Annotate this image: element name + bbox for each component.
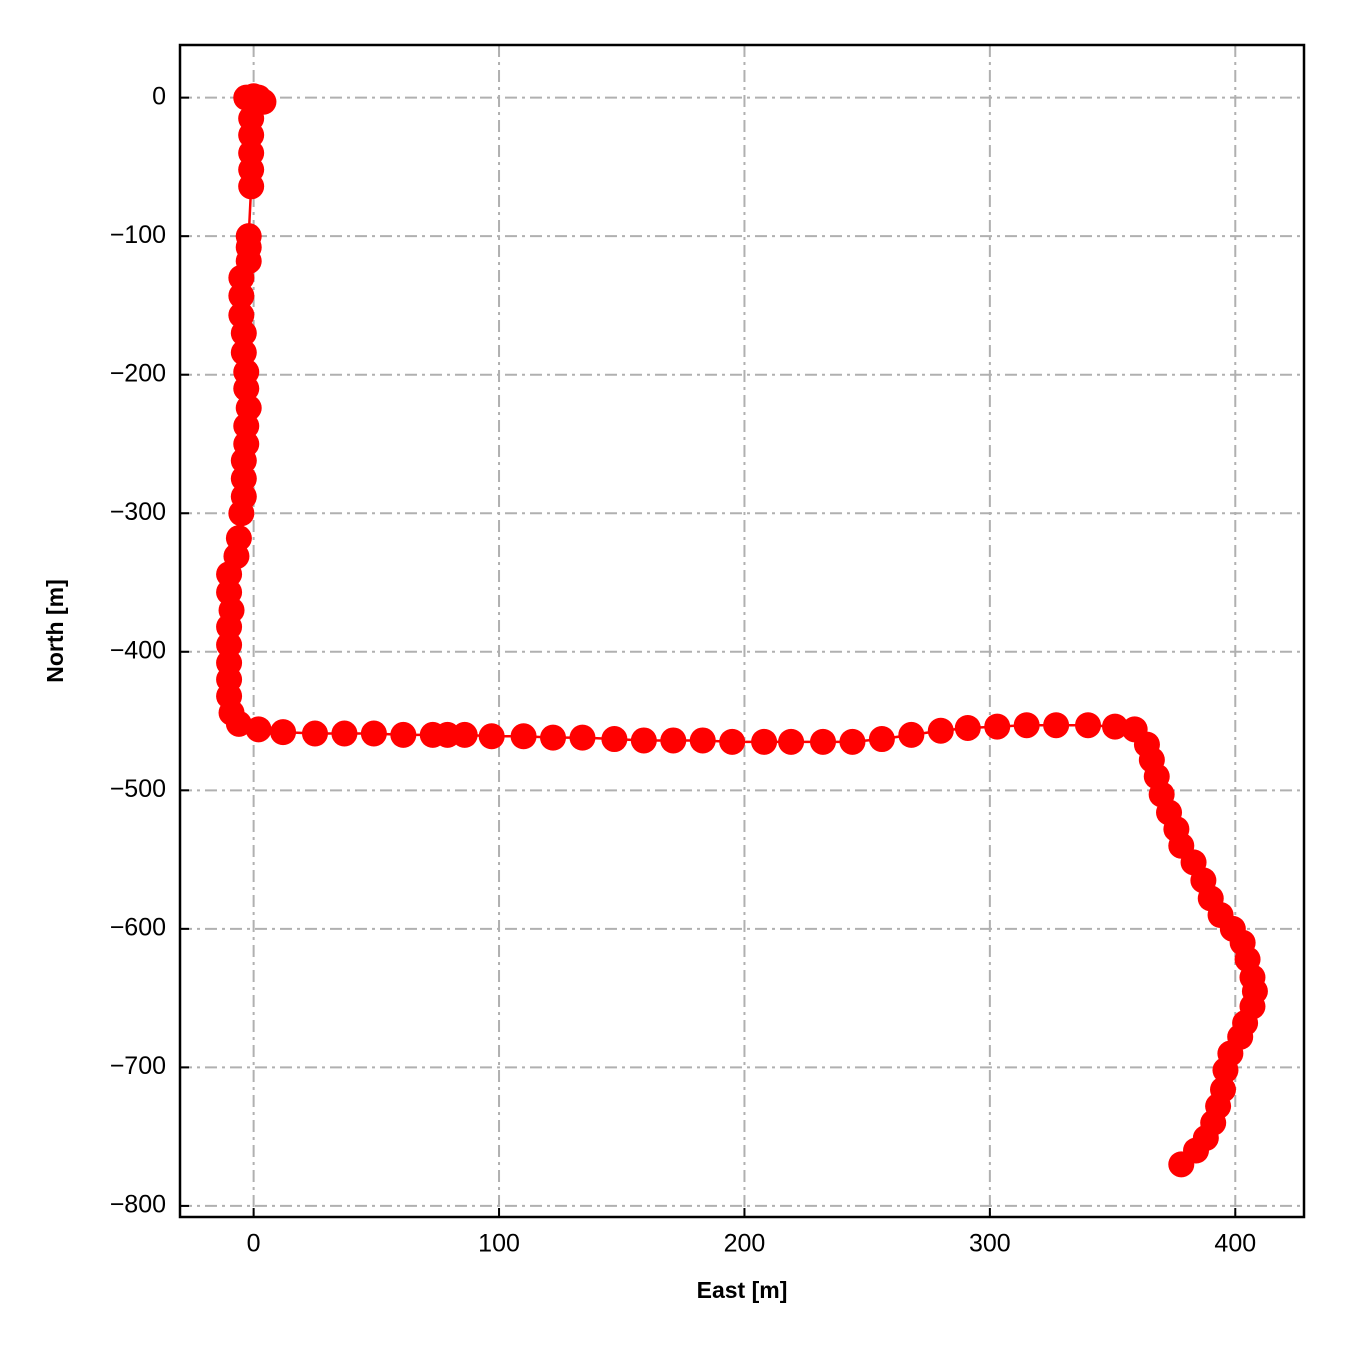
marker [301,720,328,747]
marker [660,727,687,754]
x-tick-label: 400 [1214,1230,1256,1258]
marker [809,728,836,755]
marker [216,613,243,640]
marker [233,412,260,439]
y-tick-label: −300 [110,498,166,526]
marker [839,728,866,755]
y-tick-label: −600 [110,913,166,941]
marker [225,710,252,737]
marker [601,726,628,753]
marker [689,727,716,754]
marker [245,716,272,743]
y-tick-label: −500 [110,775,166,803]
marker [233,375,260,402]
marker [238,173,265,200]
x-tick-label: 200 [724,1230,766,1258]
marker [230,339,257,366]
y-tick-label: −700 [110,1052,166,1080]
marker [898,721,925,748]
marker [390,721,417,748]
marker [230,320,257,347]
marker [927,717,954,744]
marker [1075,712,1102,739]
marker [216,631,243,658]
y-tick-label: −800 [110,1191,166,1219]
marker [1013,712,1040,739]
marker [1168,1151,1195,1178]
marker [230,447,257,474]
marker [751,728,778,755]
marker [228,282,255,309]
x-axis-label: East [m] [697,1277,788,1303]
marker [238,122,265,149]
plot-frame [178,43,1306,1219]
x-tick-label: 300 [969,1230,1011,1258]
marker [569,724,596,751]
marker [331,720,358,747]
y-tick-label: −100 [110,221,166,249]
marker [478,723,505,750]
marker [630,727,657,754]
line [227,94,1257,1166]
marker [1212,1057,1239,1084]
x-tick-label: 100 [478,1230,520,1258]
marker [719,728,746,755]
marker [360,720,387,747]
marker [216,561,243,588]
marker [954,714,981,741]
marker [868,726,895,753]
marker [778,728,805,755]
marker [1102,713,1129,740]
marker [228,264,255,291]
marker [1043,712,1070,739]
marker [230,465,257,492]
marker [451,721,478,748]
y-axis-label: North [m] [42,579,68,682]
marker [984,713,1011,740]
y-tick-label: −200 [110,359,166,387]
y-tick-label: −400 [110,636,166,664]
marker [228,500,255,527]
x-tick-label: 0 [247,1230,261,1258]
marker [270,719,297,746]
y-tick-label: 0 [152,82,166,110]
marker [510,723,537,750]
marker [540,724,567,751]
